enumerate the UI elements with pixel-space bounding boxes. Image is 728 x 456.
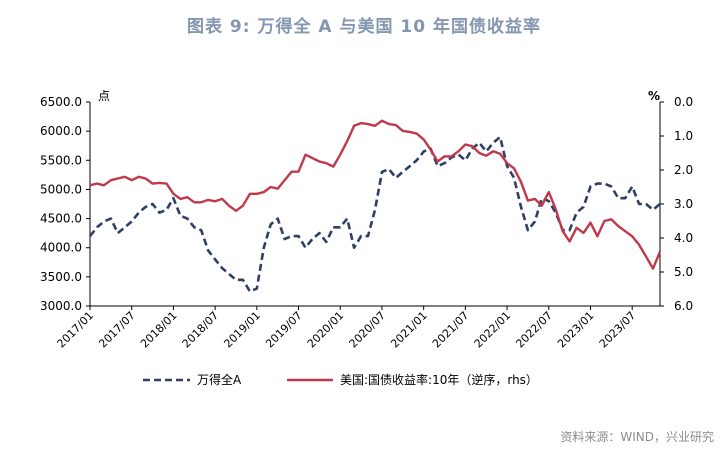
source-note: 资料来源：WIND，兴业研究 bbox=[560, 430, 714, 444]
legend: 万得全A 美国:国债收益率:10年（逆序，rhs） bbox=[143, 372, 538, 387]
y-left-tick-label: 6000.0 bbox=[40, 124, 82, 138]
y-right-tick-label: 0.0 bbox=[674, 95, 693, 109]
x-tick-label: 2022/01 bbox=[472, 309, 514, 351]
x-tick-label: 2019/07 bbox=[263, 309, 305, 351]
x-tick-label: 2017/01 bbox=[55, 309, 97, 351]
x-tick-label: 2017/07 bbox=[96, 309, 138, 351]
y-left-tick-label: 3500.0 bbox=[40, 270, 82, 284]
axes: 6500.0 6000.0 5500.0 5000.0 4500.0 4000.0 3500… bbox=[40, 89, 693, 350]
series-line-us10y bbox=[89, 119, 662, 270]
y-right-tick-label: 2.0 bbox=[674, 163, 693, 177]
y-right-tick-label: 1.0 bbox=[674, 129, 693, 143]
y-left-tick-label: 5000.0 bbox=[40, 182, 82, 196]
x-tick-label: 2018/07 bbox=[180, 309, 222, 351]
x-tick-label: 2018/01 bbox=[138, 309, 180, 351]
y-left-tick-label: 3000.0 bbox=[40, 299, 82, 313]
x-tick-label: 2023/07 bbox=[597, 309, 639, 351]
y-right-tick-label: 6.0 bbox=[674, 299, 693, 313]
series-layer bbox=[88, 119, 662, 293]
x-tick-label: 2022/07 bbox=[513, 309, 555, 351]
x-tick-label: 2019/01 bbox=[221, 309, 263, 351]
y-left-tick-label: 6500.0 bbox=[40, 95, 82, 109]
x-tick-label: 2020/01 bbox=[305, 309, 347, 351]
x-tick-label: 2020/07 bbox=[347, 309, 389, 351]
y-right-tick-label: 5.0 bbox=[674, 265, 693, 279]
x-tick-label: 2021/07 bbox=[430, 309, 472, 351]
y-left-tick-label: 5500.0 bbox=[40, 153, 82, 167]
chart-title: 图表 9: 万得全 A 与美国 10 年国债收益率 bbox=[187, 17, 541, 37]
y-right-unit: % bbox=[648, 89, 660, 103]
y-left-unit: 点 bbox=[98, 89, 110, 103]
legend-label-wind-a: 万得全A bbox=[197, 372, 242, 387]
x-tick-label: 2021/01 bbox=[388, 309, 430, 351]
series-line-wind-a bbox=[88, 135, 661, 293]
y-left-tick-label: 4000.0 bbox=[40, 241, 82, 255]
legend-label-us10y: 美国:国债收益率:10年（逆序，rhs） bbox=[340, 372, 538, 387]
y-left-tick-label: 4500.0 bbox=[40, 212, 82, 226]
y-right-tick-label: 3.0 bbox=[674, 197, 693, 211]
x-tick-label: 2023/01 bbox=[555, 309, 597, 351]
y-right-tick-label: 4.0 bbox=[674, 231, 693, 245]
